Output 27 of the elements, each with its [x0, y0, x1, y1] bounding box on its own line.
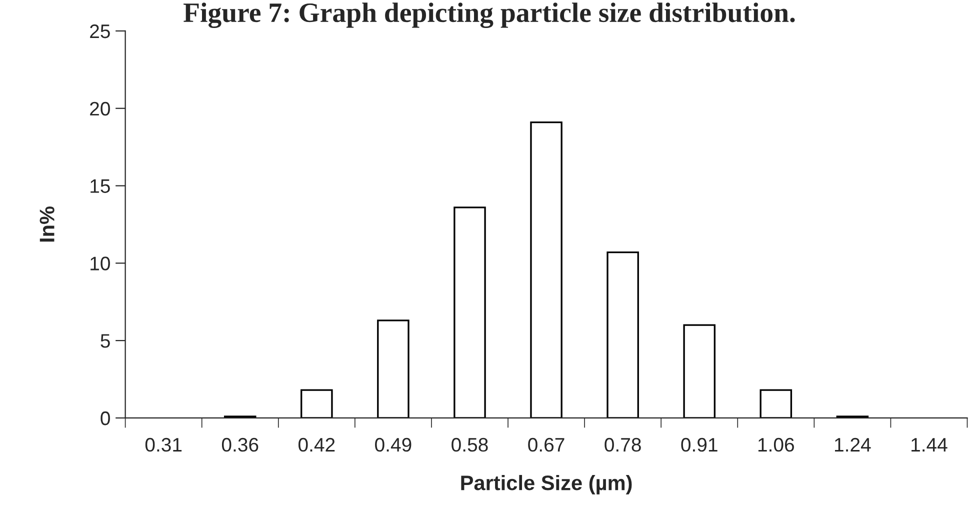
y-tick-label: 15: [90, 179, 110, 193]
bar: [530, 121, 562, 418]
x-tick-label: 1.24: [835, 438, 871, 452]
y-axis-title: In%: [40, 206, 54, 242]
x-tick-label: 1.44: [912, 438, 948, 452]
bar: [760, 389, 792, 418]
y-tick-label: 20: [90, 102, 110, 116]
y-tick-label: 5: [100, 334, 110, 348]
x-tick-label: 0.78: [604, 438, 641, 452]
x-tick-label: 0.58: [452, 438, 488, 452]
bar: [606, 251, 639, 418]
bar: [377, 320, 410, 418]
x-tick-label: 0.31: [145, 438, 182, 452]
y-tick-label: 25: [90, 24, 110, 38]
bar: [454, 206, 486, 418]
bar: [300, 389, 333, 418]
x-tick-label: 0.49: [375, 438, 412, 452]
x-tick-label: 1.06: [758, 438, 794, 452]
x-tick-label: 0.67: [528, 438, 564, 452]
bar: [683, 324, 716, 418]
x-tick-label: 0.91: [681, 438, 718, 452]
chart-title: Figure 7: Graph depicting particle size distribution.: [184, 2, 795, 28]
x-tick-label: 0.36: [222, 438, 258, 452]
x-axis-title: Particle Size (µm): [461, 474, 632, 494]
y-tick-label: 10: [90, 256, 110, 270]
y-tick-label: 0: [100, 411, 110, 426]
x-tick-label: 0.42: [298, 438, 335, 452]
